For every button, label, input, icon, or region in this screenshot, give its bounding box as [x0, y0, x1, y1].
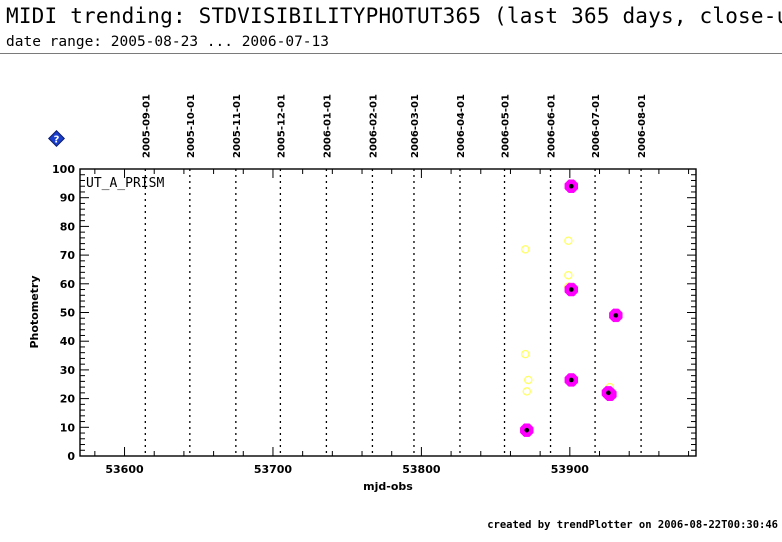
y-tick-label: 90	[60, 192, 76, 205]
data-point-open	[564, 270, 573, 280]
y-tick-label: 100	[52, 163, 75, 176]
x-tick-label: 53800	[402, 463, 441, 476]
data-point-open	[564, 236, 573, 245]
y-tick-label: 30	[60, 364, 76, 377]
data-point-filled	[601, 386, 616, 400]
date-label: 2006-02-01	[368, 94, 379, 158]
marker-center-dot	[569, 287, 574, 292]
data-point-filled	[609, 308, 623, 323]
marker-center-dot	[613, 313, 619, 318]
x-tick-label: 53900	[551, 463, 590, 476]
date-label: 2005-11-01	[232, 94, 243, 158]
date-label: 2005-10-01	[186, 94, 197, 158]
y-tick-label: 50	[60, 307, 76, 320]
data-point-filled	[564, 179, 579, 193]
date-label: 2006-03-01	[410, 94, 421, 158]
page-title: MIDI trending: STDVISIBILITYPHOTUT365 (l…	[6, 4, 782, 28]
y-tick-label: 10	[60, 421, 76, 434]
marker-center-dot	[606, 390, 611, 396]
marker-center-dot	[569, 183, 574, 189]
y-tick-label: 40	[60, 335, 76, 348]
date-label: 2006-05-01	[501, 94, 512, 158]
data-point-filled	[564, 282, 579, 297]
data-point-open	[524, 375, 533, 385]
date-label: 2006-07-01	[591, 94, 602, 158]
y-tick-label: 80	[60, 220, 76, 233]
footer-credit: created by trendPlotter on 2006-08-22T00…	[487, 519, 778, 531]
date-label: 2006-01-01	[322, 94, 333, 158]
x-tick-label: 53600	[105, 463, 144, 476]
help-icon-label: ?	[54, 135, 60, 146]
y-axis-title: Photometry	[28, 275, 41, 348]
data-point-filled	[520, 423, 534, 437]
header-divider	[0, 53, 782, 54]
x-axis-title: mjd-obs	[363, 480, 413, 493]
data-point-open	[521, 349, 530, 359]
y-tick-label: 20	[60, 393, 76, 406]
data-point-open	[522, 387, 532, 396]
date-label: 2005-09-01	[141, 94, 152, 158]
marker-center-dot	[569, 377, 574, 383]
y-tick-label: 70	[60, 249, 76, 262]
panel-label: UT_A_PRISM	[86, 176, 164, 191]
y-tick-label: 0	[67, 450, 75, 463]
data-point-open	[521, 245, 530, 254]
help-icon[interactable]: ?	[48, 130, 65, 147]
plot-frame	[79, 168, 697, 457]
date-label: 2006-04-01	[456, 94, 467, 158]
y-tick-label: 60	[60, 278, 76, 291]
marker-center-dot	[524, 427, 530, 433]
date-label: 2006-06-01	[547, 94, 558, 158]
data-point-filled	[564, 373, 579, 387]
x-tick-label: 53700	[254, 463, 293, 476]
date-label: 2006-08-01	[637, 94, 648, 158]
date-label: 2005-12-01	[276, 94, 287, 158]
date-range-subtitle: date range: 2005-08-23 ... 2006-07-13	[6, 34, 330, 50]
